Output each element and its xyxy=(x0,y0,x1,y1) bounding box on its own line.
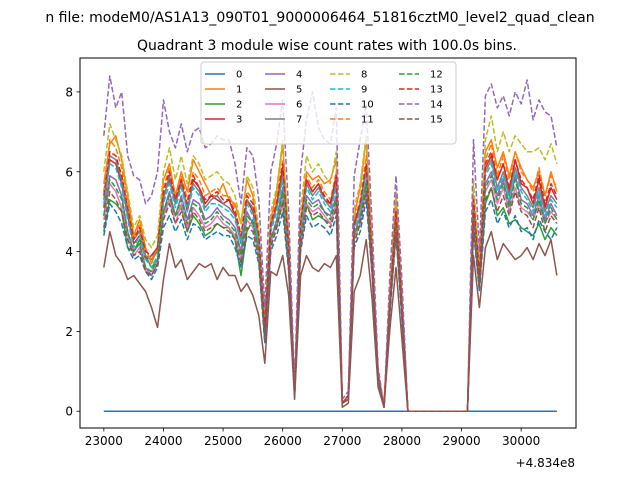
y-tick-label: 8 xyxy=(65,85,73,99)
legend-label: 9 xyxy=(361,85,367,96)
y-tick-label: 6 xyxy=(65,165,73,179)
series-line-15 xyxy=(103,186,558,412)
y-tick-label: 2 xyxy=(65,325,73,339)
legend-label: 1 xyxy=(236,85,242,96)
x-offset-label: +4.834e8 xyxy=(516,456,575,470)
legend-label: 15 xyxy=(430,115,443,126)
legend-label: 6 xyxy=(296,100,302,111)
legend-label: 12 xyxy=(430,70,443,81)
legend-label: 10 xyxy=(361,100,374,111)
legend-label: 5 xyxy=(296,85,302,96)
x-tick-label: 23000 xyxy=(85,434,123,448)
x-tick-label: 26000 xyxy=(264,434,302,448)
series-line-9 xyxy=(103,163,558,412)
series-line-11 xyxy=(103,139,558,412)
y-tick-label: 4 xyxy=(65,245,73,259)
chart-title-file: n file: modeM0/AS1A13_090T01_9000006464_… xyxy=(45,10,594,26)
legend-label: 7 xyxy=(296,115,302,126)
plot-frame xyxy=(79,57,577,429)
legend-label: 8 xyxy=(361,70,367,81)
legend-label: 13 xyxy=(430,85,443,96)
series-line-5 xyxy=(103,230,558,412)
y-tick-label: 0 xyxy=(65,405,73,419)
series-line-10 xyxy=(103,198,558,412)
x-tick-label: 27000 xyxy=(323,434,361,448)
x-tick-label: 25000 xyxy=(204,434,242,448)
x-tick-label: 30000 xyxy=(502,434,540,448)
legend-label: 0 xyxy=(236,70,242,81)
legend-label: 14 xyxy=(430,100,443,111)
chart-title: Quadrant 3 module wise count rates with … xyxy=(137,38,517,54)
legend-box xyxy=(200,61,457,145)
x-tick-label: 24000 xyxy=(144,434,182,448)
legend-label: 2 xyxy=(236,100,242,111)
legend-label: 11 xyxy=(361,115,374,126)
x-axis: 23000 24000 25000 26000 27000 28000 29000 30000 xyxy=(85,428,540,448)
y-axis: 0 2 4 6 8 xyxy=(65,85,80,419)
series-line-13 xyxy=(103,151,558,412)
legend-label: 3 xyxy=(236,115,242,126)
x-tick-label: 28000 xyxy=(383,434,421,448)
legend-label: 4 xyxy=(296,70,302,81)
x-tick-label: 29000 xyxy=(442,434,480,448)
